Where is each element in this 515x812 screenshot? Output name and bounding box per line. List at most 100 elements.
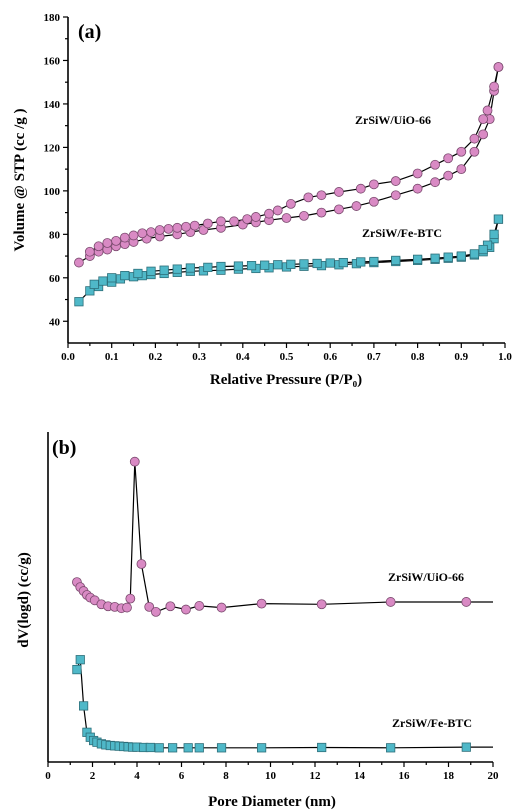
psd-point-uio66 (194, 601, 205, 611)
desorption-point-febtc (430, 253, 440, 263)
adsorption-point-uio66 (281, 213, 292, 223)
y-tick-label: 180 (44, 12, 61, 24)
desorption-point-uio66 (316, 190, 327, 201)
desorption-point-uio66 (390, 176, 401, 186)
x-tick-label: 2 (90, 770, 96, 782)
desorption-point-uio66 (456, 146, 467, 157)
desorption-point-febtc (338, 257, 348, 268)
x-tick-label: 0.2 (149, 351, 163, 363)
psd-point-febtc (461, 742, 471, 752)
desorption-point-uio66 (202, 218, 213, 229)
desorption-point-febtc (493, 214, 504, 224)
adsorption-point-uio66 (368, 196, 379, 207)
desorption-point-febtc (246, 261, 257, 271)
psd-point-febtc (79, 701, 89, 711)
adsorption-point-uio66 (469, 146, 480, 157)
desorption-point-uio66 (229, 216, 239, 227)
desorption-point-uio66 (216, 216, 226, 227)
x-tick-label: 14 (354, 770, 366, 782)
panel-b-label: (b) (52, 437, 76, 459)
desorption-point-febtc (185, 263, 195, 273)
desorption-point-uio66 (93, 241, 104, 252)
x-tick-label: 1.0 (498, 351, 512, 363)
psd-point-uio66 (165, 601, 176, 612)
desorption-line-uio66 (89, 66, 499, 253)
x-tick-label: 4 (134, 770, 140, 782)
desorption-point-febtc (489, 229, 499, 239)
adsorption-point-febtc (74, 297, 84, 307)
desorption-point-febtc (146, 266, 156, 276)
x-tick-label: 0 (45, 770, 51, 782)
x-tick-label: 0.8 (411, 351, 425, 363)
psd-point-febtc (216, 743, 227, 753)
adsorption-point-uio66 (316, 207, 327, 218)
psd-point-uio66 (151, 606, 161, 617)
desorption-point-febtc (203, 262, 213, 272)
desorption-point-uio66 (181, 221, 191, 232)
adsorption-point-uio66 (299, 210, 309, 221)
panel-a-series-label-febtc: ZrSiW/Fe-BTC (362, 226, 442, 240)
desorption-point-uio66 (172, 222, 183, 233)
desorption-point-febtc (216, 261, 226, 272)
desorption-point-uio66 (128, 230, 139, 241)
desorption-point-febtc (159, 265, 169, 275)
x-tick-label: 0.6 (323, 351, 337, 363)
adsorption-point-uio66 (334, 204, 344, 215)
psd-point-uio66 (181, 604, 191, 615)
desorption-point-uio66 (264, 208, 274, 219)
desorption-point-febtc (443, 252, 453, 262)
desorption-point-febtc (391, 255, 401, 266)
x-tick-label: 20 (488, 770, 500, 782)
desorption-point-febtc (89, 279, 99, 289)
x-tick-label: 16 (399, 770, 411, 782)
y-tick-label: 140 (44, 99, 61, 111)
x-tick-label: 10 (265, 770, 277, 782)
y-tick-label: 100 (44, 186, 61, 198)
desorption-point-febtc (233, 261, 244, 271)
y-tick-label: 120 (44, 142, 61, 154)
x-tick-label: 0.7 (367, 351, 381, 363)
desorption-point-febtc (120, 271, 130, 281)
desorption-point-uio66 (102, 238, 113, 248)
desorption-point-febtc (369, 256, 379, 267)
desorption-point-uio66 (189, 220, 200, 231)
desorption-point-febtc (286, 259, 296, 269)
desorption-point-uio66 (285, 199, 296, 209)
x-tick-label: 0.3 (192, 351, 206, 363)
psd-point-febtc (154, 743, 164, 753)
panel-a-axes: 0.0 0.1 0.2 0.3 0.4 0.5 0.6 0.7 0.8 0.9 1.0 40 60 80 1… (44, 12, 513, 363)
desorption-point-febtc (260, 260, 270, 270)
x-tick-label: 6 (179, 770, 185, 782)
desorption-point-uio66 (443, 153, 454, 164)
panel-b-data-layer (72, 456, 493, 753)
desorption-point-febtc (312, 258, 322, 269)
panel-b-y-axis-label: dV(logd) (cc/g) (16, 552, 32, 647)
desorption-point-uio66 (154, 225, 165, 235)
x-tick-label: 18 (443, 770, 455, 782)
desorption-point-febtc (299, 259, 309, 269)
y-tick-label: 60 (49, 273, 61, 285)
desorption-point-uio66 (430, 159, 440, 170)
psd-point-uio66 (129, 456, 140, 467)
adsorption-point-uio66 (478, 129, 489, 140)
desorption-point-febtc (172, 264, 182, 274)
desorption-point-uio66 (334, 187, 344, 197)
desorption-point-uio66 (111, 235, 121, 246)
adsorption-point-uio66 (74, 257, 84, 268)
adsorption-point-uio66 (430, 177, 440, 188)
x-tick-label: 12 (310, 770, 322, 782)
panel-a-data-layer (74, 62, 504, 307)
y-tick-label: 40 (49, 316, 61, 328)
desorption-point-uio66 (84, 246, 95, 257)
desorption-point-uio66 (469, 133, 480, 144)
psd-point-uio66 (216, 602, 227, 613)
panel-b-x-axis-label: Pore Diameter (nm) (208, 794, 336, 810)
desorption-point-uio66 (163, 223, 174, 234)
psd-point-uio66 (122, 602, 132, 613)
psd-point-uio66 (385, 597, 396, 607)
desorption-point-uio66 (146, 227, 156, 238)
x-tick-label: 0.1 (105, 351, 119, 363)
desorption-point-uio66 (482, 105, 493, 116)
desorption-point-uio66 (489, 81, 499, 92)
psd-line-febtc (76, 659, 493, 749)
